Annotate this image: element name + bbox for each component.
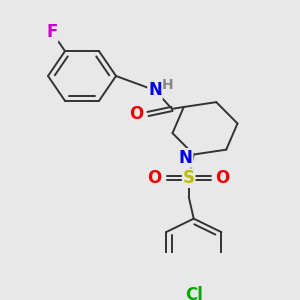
Text: F: F [46,23,58,41]
Text: O: O [216,169,230,187]
Text: N: N [148,81,162,99]
Text: Cl: Cl [185,286,203,300]
Text: S: S [183,169,195,187]
Text: O: O [129,105,143,123]
Text: H: H [162,78,174,92]
Text: O: O [148,169,162,187]
Text: N: N [179,149,193,167]
